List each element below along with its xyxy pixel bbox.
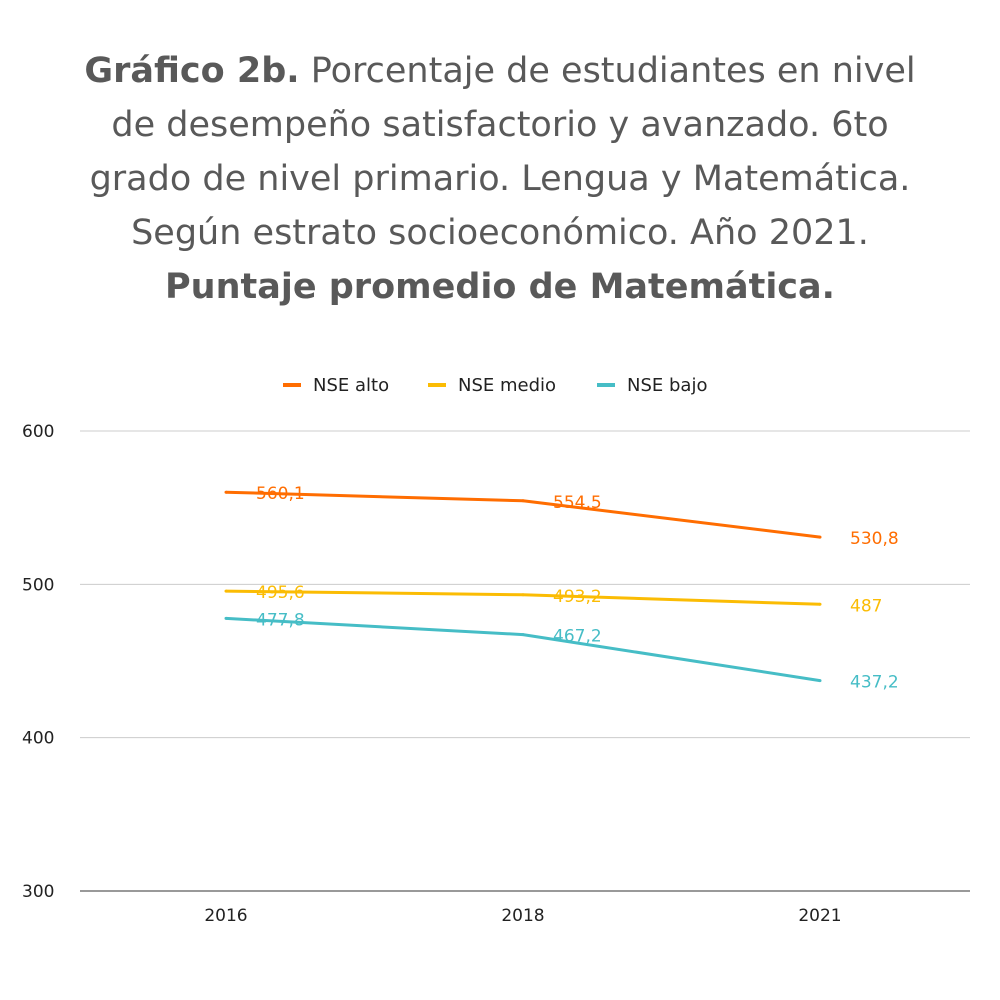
grid-lines xyxy=(80,430,970,892)
y-axis-ticks: 600 500 400 300 xyxy=(22,422,54,902)
data-point xyxy=(521,593,525,597)
x-tick-label: 2021 xyxy=(798,906,841,926)
data-label: 467,2 xyxy=(553,627,602,647)
title-line-1-text: Porcentaje de estudiantes en nivel xyxy=(310,51,916,91)
title-line-4: Según estrato socioeconómico. Año 2021. xyxy=(131,213,869,253)
legend-entry: NSE medio xyxy=(458,375,556,396)
data-point xyxy=(224,490,228,494)
data-label: 530,8 xyxy=(850,529,899,549)
data-label: 493,2 xyxy=(553,587,602,607)
x-tick-label: 2018 xyxy=(501,906,544,926)
title-subtitle-bold: Puntaje promedio de Matemática. xyxy=(165,267,835,307)
data-point xyxy=(521,499,525,503)
series-group xyxy=(224,490,822,683)
title-line-3: grado de nivel primario. Lengua y Matemá… xyxy=(89,159,911,199)
title-bold-prefix: Gráfico 2b. xyxy=(84,51,300,91)
data-label: 477,8 xyxy=(256,610,305,630)
series-line xyxy=(225,616,821,683)
x-axis-ticks: 2016 2018 2021 xyxy=(204,906,841,926)
data-label: 437,2 xyxy=(850,673,899,693)
y-tick-label: 500 xyxy=(22,575,54,595)
series-line xyxy=(225,490,821,539)
data-point xyxy=(818,535,822,539)
data-label: 554,5 xyxy=(553,493,602,513)
data-label: 560,1 xyxy=(256,484,305,504)
data-point xyxy=(224,589,228,593)
y-tick-label: 300 xyxy=(22,882,54,902)
legend-entry: NSE bajo xyxy=(627,375,707,396)
legend-entry: NSE alto xyxy=(313,375,389,396)
data-point xyxy=(521,633,525,637)
chart-title: Gráfico 2b. Porcentaje de estudiantes en… xyxy=(30,44,970,314)
title-line-1: Gráfico 2b. Porcentaje de estudiantes en… xyxy=(30,44,970,98)
title-line-5: Puntaje promedio de Matemática. xyxy=(30,260,970,314)
series-line xyxy=(225,589,821,606)
legend: NSE alto NSE medio NSE bajo xyxy=(283,375,707,396)
data-point xyxy=(818,679,822,683)
y-tick-label: 600 xyxy=(22,422,54,442)
data-point xyxy=(224,616,228,620)
data-labels: 560,1 554,5 530,8 495,6 493,2 487 477,8 467,2 43… xyxy=(256,484,899,692)
title-line-2: de desempeño satisfactorio y avanzado. 6… xyxy=(111,105,889,145)
data-point xyxy=(818,602,822,606)
data-label: 487 xyxy=(850,596,882,616)
data-label: 495,6 xyxy=(256,583,305,603)
x-tick-label: 2016 xyxy=(204,906,247,926)
y-tick-label: 400 xyxy=(22,729,54,749)
